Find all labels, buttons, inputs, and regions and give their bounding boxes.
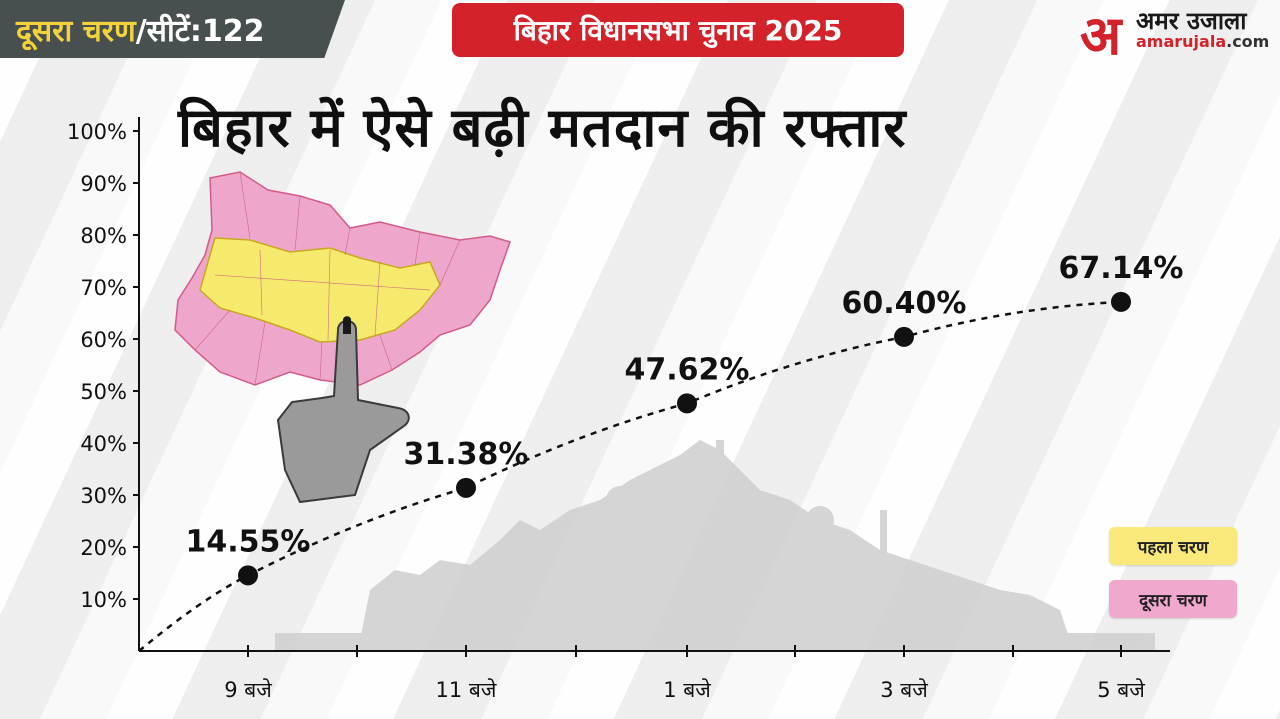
y-tick-label: 40% [80, 432, 127, 456]
phase-tag-suffix: /सीटें:122 [135, 13, 265, 49]
y-tick-label: 50% [80, 380, 127, 404]
inked-finger-icon [276, 316, 410, 504]
x-tick-label: 3 बजे [880, 678, 928, 702]
event-title: बिहार विधानसभा चुनाव 2025 [452, 3, 904, 57]
crowd-silhouette-icon [275, 440, 1155, 651]
data-label: 47.62% [625, 352, 750, 387]
y-tick-label: 100% [67, 120, 127, 144]
data-point [1111, 291, 1131, 312]
data-label: 31.38% [404, 437, 529, 472]
data-point [238, 565, 258, 586]
y-tick-label: 60% [80, 328, 127, 352]
x-tick-label: 1 बजे [663, 678, 711, 702]
y-tick-label: 10% [80, 588, 127, 612]
y-tick-label: 80% [80, 224, 127, 248]
data-label: 67.14% [1059, 251, 1184, 286]
legend-phase-1: पहला चरण [1109, 527, 1237, 565]
chart-title: बिहार में ऐसे बढ़ी मतदान की रफ्तार [178, 96, 907, 159]
y-ticks: 10% 20% 30% 40% 50% 60% 70% 80% 90% 100% [67, 120, 139, 612]
x-tick-label: 5 बजे [1097, 678, 1145, 702]
logo-domain: amarujala.com [1136, 32, 1269, 51]
data-label: 14.55% [186, 524, 311, 559]
x-tick-label: 11 बजे [436, 678, 497, 702]
y-tick-label: 90% [80, 172, 127, 196]
data-label: 60.40% [842, 286, 967, 321]
logo-domain-main: amarujala [1136, 32, 1227, 51]
data-point [894, 326, 914, 347]
phase-tag: दूसरा चरण/सीटें:122 [0, 0, 345, 58]
y-tick-label: 20% [80, 536, 127, 560]
logo-letter: अ [1080, 3, 1122, 67]
x-tick-label: 9 बजे [224, 678, 272, 702]
logo-name: अमर उजाला [1136, 7, 1247, 35]
brand-logo: अ अमर उजाला amarujala.com [1076, 2, 1276, 67]
phase-tag-prefix: दूसरा चरण [16, 13, 136, 49]
data-point [456, 477, 476, 498]
y-tick-label: 30% [80, 484, 127, 508]
data-point [677, 393, 697, 414]
legend-phase-2: दूसरा चरण [1109, 580, 1237, 618]
y-tick-label: 70% [80, 276, 127, 300]
logo-domain-ext: .com [1226, 32, 1270, 51]
bihar-map-icon [174, 171, 511, 386]
x-ticks: 9 बजे 11 बजे 1 बजे 3 बजे 5 बजे [224, 645, 1145, 702]
data-points: 14.55% 31.38% 47.62% 60.40% 67.14% [186, 251, 1184, 586]
